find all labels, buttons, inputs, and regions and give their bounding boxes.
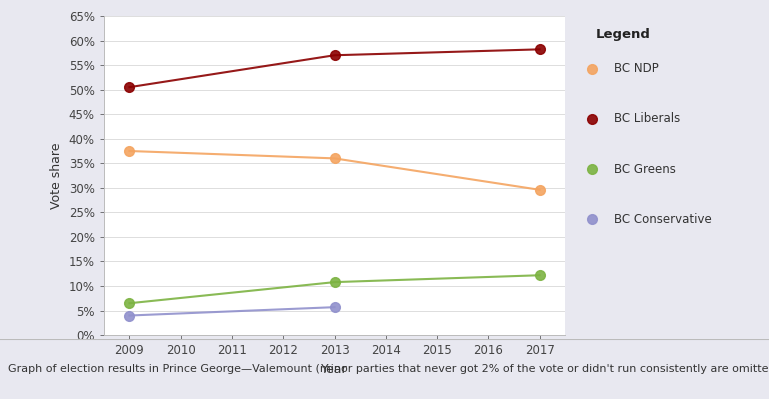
Y-axis label: Vote share: Vote share — [50, 142, 63, 209]
Text: BC Liberals: BC Liberals — [614, 113, 681, 125]
Text: BC Conservative: BC Conservative — [614, 213, 712, 226]
Text: Legend: Legend — [595, 28, 651, 41]
Text: BC Greens: BC Greens — [614, 163, 676, 176]
Text: Graph of election results in Prince George—Valemount (minor parties that never g: Graph of election results in Prince Geor… — [8, 364, 769, 374]
X-axis label: Year: Year — [321, 363, 348, 376]
Text: BC NDP: BC NDP — [614, 62, 659, 75]
